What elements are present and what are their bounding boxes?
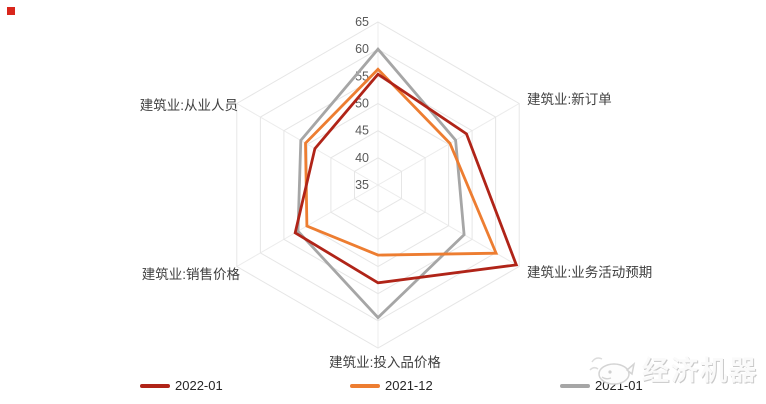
legend-label: 2021-12 — [385, 378, 433, 393]
watermark-text: 经济机器 — [642, 356, 758, 386]
axis-label-employment: 建筑业:从业人员 — [139, 98, 238, 113]
svg-text:60: 60 — [355, 42, 369, 56]
axis-label-input-prices: 建筑业:投入品价格 — [329, 355, 441, 370]
svg-text:40: 40 — [355, 151, 369, 165]
axis-label-sales-prices: 建筑业:销售价格 — [141, 267, 240, 282]
legend-swatch-2021-01 — [560, 383, 590, 388]
svg-text:45: 45 — [355, 124, 369, 138]
svg-text:65: 65 — [355, 15, 369, 29]
whale-logo-icon — [589, 356, 636, 385]
legend-item-2021-12: 2021-12 — [350, 378, 433, 393]
legend-swatch-2021-12 — [350, 383, 380, 388]
svg-text:50: 50 — [355, 97, 369, 111]
axis-label-activity-expectation: 建筑业:业务活动预期 — [527, 265, 653, 280]
watermark: 经济机器 — [588, 349, 758, 388]
axis-label-new-orders: 建筑业:新订单 — [527, 92, 612, 107]
legend-item-2022-01: 2022-01 — [140, 378, 223, 393]
legend-label: 2022-01 — [175, 378, 223, 393]
red-square-marker — [7, 7, 15, 15]
legend-swatch-2022-01 — [140, 383, 170, 388]
svg-text:35: 35 — [355, 178, 369, 192]
